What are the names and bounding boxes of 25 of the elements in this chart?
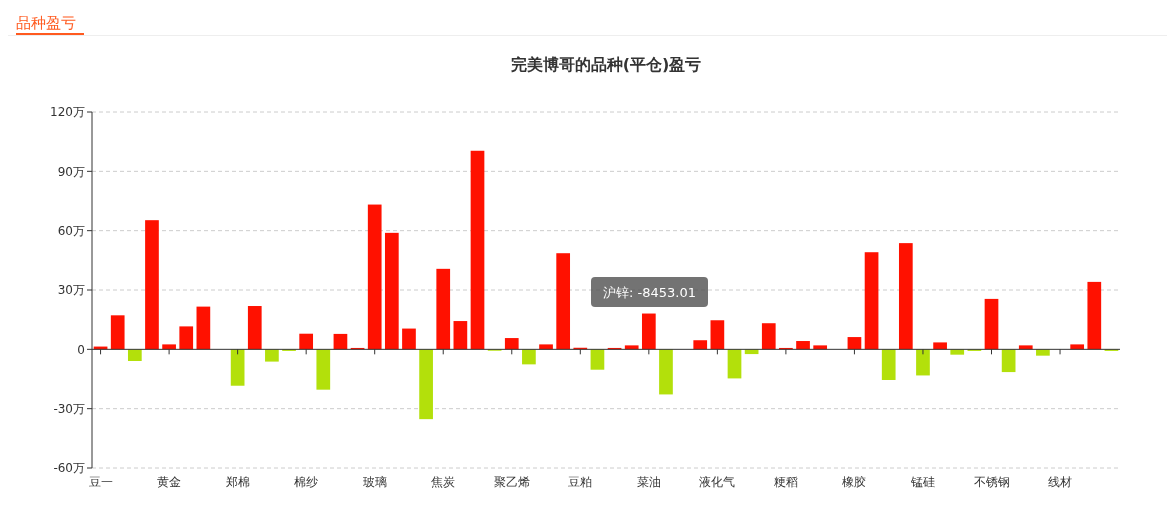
text: 品种盈亏	[16, 14, 76, 32]
y-tick-label: 0	[77, 342, 85, 357]
y-tick-label: -30万	[53, 401, 85, 416]
x-tick-label: 豆一	[88, 475, 113, 489]
y-tick-label: 30万	[57, 283, 85, 298]
x-tick-label: 焦炭	[431, 475, 456, 489]
x-tick-label: 聚乙烯	[493, 475, 530, 489]
x-tick-label: 棉纱	[294, 475, 319, 489]
x-tick-label: 豆粕	[568, 475, 593, 489]
x-tick-label: 橡胶	[842, 475, 867, 489]
annotation: 沪锌: -8453.01	[603, 284, 696, 300]
x-tick-label: 锰硅	[909, 475, 935, 489]
x-tick-label: 液化气	[699, 475, 736, 489]
y-tick-label: 90万	[57, 164, 85, 179]
x-tick-label: 线材	[1048, 475, 1073, 489]
x-tick-label: 菜油	[636, 475, 661, 489]
y-tick-label: -60万	[53, 461, 85, 476]
y-tick-label: 120万	[50, 105, 85, 120]
x-tick-label: 不锈钢	[973, 475, 1010, 489]
x-tick-label: 粳稻	[773, 475, 798, 489]
chart-title: 完美博哥的品种(平仓)盈亏	[510, 55, 702, 74]
x-tick-label: 玻璃	[362, 475, 387, 489]
y-tick-label: 60万	[57, 223, 85, 238]
x-tick-label: 郑棉	[225, 475, 250, 489]
x-tick-label: 黄金	[157, 475, 182, 489]
